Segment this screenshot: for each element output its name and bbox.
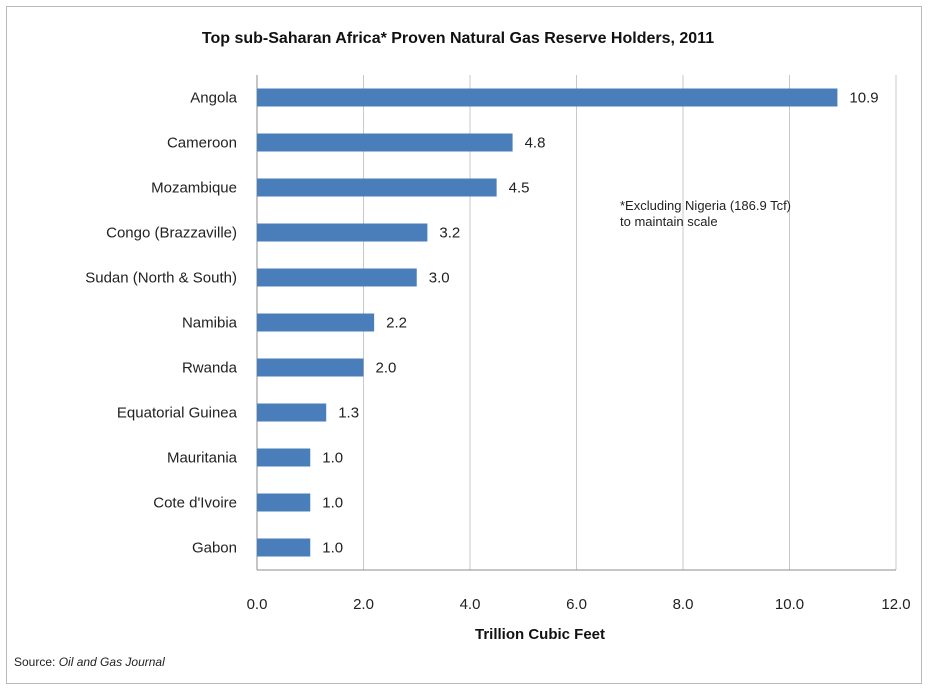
category-label: Mozambique xyxy=(151,180,237,197)
value-label: 1.0 xyxy=(322,450,343,467)
bar xyxy=(257,313,375,332)
annotation-note: *Excluding Nigeria (186.9 Tcf) to mainta… xyxy=(620,198,791,230)
category-label: Namibia xyxy=(182,315,238,332)
source-note: Source: Oil and Gas Journal xyxy=(14,655,165,669)
value-label: 4.5 xyxy=(509,180,530,197)
bars xyxy=(257,88,838,557)
value-label: 10.9 xyxy=(849,90,878,107)
bar xyxy=(257,448,311,467)
value-label: 1.3 xyxy=(338,405,359,422)
category-label: Angola xyxy=(190,90,237,107)
x-tick-labels: 0.0 2.0 4.0 6.0 8.0 10.0 12.0 xyxy=(247,596,911,613)
bar xyxy=(257,268,417,287)
chart-title: Top sub-Saharan Africa* Proven Natural G… xyxy=(201,30,715,47)
bar xyxy=(257,88,838,107)
gridlines xyxy=(256,75,897,571)
value-label: 4.8 xyxy=(525,135,546,152)
category-label: Equatorial Guinea xyxy=(117,405,238,422)
annotation-line-2: to maintain scale xyxy=(620,214,718,229)
category-label: Sudan (North & South) xyxy=(85,270,237,287)
annotation-line-1: *Excluding Nigeria (186.9 Tcf) xyxy=(620,198,792,213)
value-label: 1.0 xyxy=(322,495,343,512)
x-tick-label: 2.0 xyxy=(353,596,374,613)
value-labels: 10.9 4.8 4.5 3.2 3.0 2.2 2.0 1.3 1.0 1.0 1.0 xyxy=(322,90,878,557)
chart-frame xyxy=(6,6,922,684)
bar xyxy=(257,493,311,512)
bar xyxy=(257,538,311,557)
value-label: 2.0 xyxy=(376,360,397,377)
x-tick-label: 4.0 xyxy=(460,596,481,613)
bar xyxy=(257,223,428,242)
x-axis-label: Trillion Cubic Feet xyxy=(475,626,605,643)
bar xyxy=(257,178,497,197)
category-labels: Angola Cameroon Mozambique Congo (Brazzavil… xyxy=(85,90,237,557)
value-label: 2.2 xyxy=(386,315,407,332)
x-tick-label: 10.0 xyxy=(775,596,804,613)
bar xyxy=(257,133,513,152)
category-label: Cote d'Ivoire xyxy=(153,495,237,512)
bar xyxy=(257,403,327,422)
category-label: Mauritania xyxy=(167,450,238,467)
value-label: 1.0 xyxy=(322,540,343,557)
x-tick-label: 6.0 xyxy=(566,596,587,613)
value-label: 3.2 xyxy=(439,225,460,242)
category-label: Congo (Brazzaville) xyxy=(106,225,237,242)
x-tick-label: 12.0 xyxy=(881,596,910,613)
value-label: 3.0 xyxy=(429,270,450,287)
bar xyxy=(257,358,364,377)
category-label: Gabon xyxy=(192,540,237,557)
source-prefix: Source: xyxy=(14,655,59,669)
x-tick-label: 0.0 xyxy=(247,596,268,613)
source-publication: Oil and Gas Journal xyxy=(58,655,165,669)
x-tick-label: 8.0 xyxy=(673,596,694,613)
category-label: Rwanda xyxy=(182,360,238,377)
category-label: Cameroon xyxy=(167,135,237,152)
